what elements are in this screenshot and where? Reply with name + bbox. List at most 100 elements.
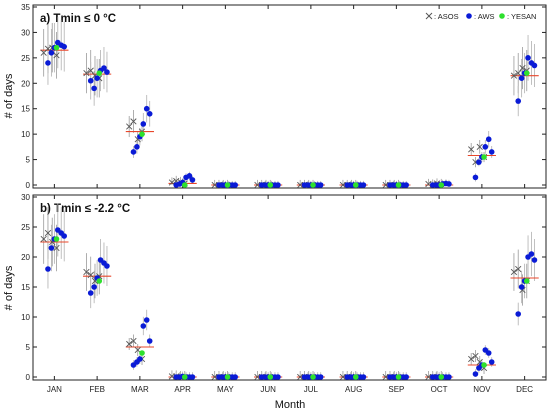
asos-x-stroke	[83, 268, 90, 276]
panel-a-y-tick-label: 15	[21, 105, 30, 114]
panel-a-yesan-point	[310, 182, 316, 188]
panel-b-y-tick-label: 5	[26, 343, 31, 352]
panel-a-yesan-point	[523, 70, 530, 76]
panel-b-aws-point	[104, 263, 110, 269]
month-label-oct: OCT	[431, 385, 448, 394]
panel-b-aws-point	[360, 374, 367, 380]
panel-b-yesan-point	[438, 374, 445, 380]
panel-b-aws-point	[143, 317, 150, 323]
panel-a-yesan-point	[267, 182, 274, 188]
panel-b-y-title: # of days	[3, 265, 15, 310]
legend-aws-label: : AWS	[474, 12, 495, 21]
panel-a-aws-point	[130, 149, 137, 155]
month-label-mar: MAR	[131, 385, 149, 394]
panel-a-aws-point	[482, 144, 489, 150]
panel-a-yesan-point	[96, 70, 103, 76]
panel-a-yesan-point	[181, 182, 188, 188]
panel-b-yesan-point	[395, 374, 402, 380]
panel-b-asos-point	[130, 337, 137, 345]
panel-b-yesan-point	[267, 374, 274, 380]
panel-b-aws-point	[472, 371, 479, 377]
panel-a-aws-point	[275, 182, 281, 188]
panel-a-asos-point	[126, 123, 133, 130]
asos-x-stroke	[510, 268, 518, 276]
asos-x-stroke	[476, 358, 483, 366]
asos-x-stroke	[87, 67, 94, 74]
asos-x-stroke	[134, 346, 141, 354]
month-label-jul: JUL	[304, 385, 319, 394]
legend-asos-label: : ASOS	[434, 12, 459, 21]
panel-b-asos-point	[87, 271, 94, 279]
panel-a-asos-point	[87, 67, 94, 74]
panel-a-aws-point	[232, 182, 239, 188]
panel-a-aws-point	[525, 55, 531, 61]
panel-b-aws-point	[446, 374, 452, 380]
month-label-dec: DEC	[516, 385, 533, 394]
panel-b-aws-point	[140, 323, 147, 329]
panel-b-yesan-point	[224, 374, 231, 380]
month-label-apr: APR	[174, 385, 191, 394]
panel-b-title: b) Tmin ≤ -2.2 °C	[40, 203, 130, 215]
panel-b-asos-point	[472, 352, 479, 360]
panel-a-yesan-point	[352, 182, 359, 188]
panel-b-yesan-point	[523, 278, 530, 284]
panel-a-aws-point	[403, 182, 410, 188]
asos-x-stroke	[168, 179, 176, 186]
panel-a-asos-point	[53, 52, 60, 59]
panel-b-aws-point	[91, 284, 97, 290]
panel-a-y-tick-label: 10	[21, 130, 30, 139]
asos-x-stroke	[40, 235, 47, 243]
asos-x-stroke	[130, 118, 137, 125]
panel-b-yesan-point	[96, 278, 103, 284]
panel-b-aws-point	[87, 290, 94, 296]
panel-b-asos-point	[510, 268, 518, 276]
panel-b-aws-point	[189, 374, 196, 380]
asos-x-stroke	[515, 69, 522, 77]
panel-b-aws-point	[137, 356, 143, 362]
asos-x-stroke	[130, 337, 137, 345]
asos-x-stroke	[472, 352, 479, 360]
panel-b-aws-point	[403, 374, 410, 380]
panel-b-y-tick-label: 25	[21, 223, 30, 232]
panel-a-asos-point	[468, 146, 475, 153]
month-label-nov: NOV	[473, 385, 491, 394]
panel-b-aws-point	[317, 374, 324, 380]
legend-aws-marker-icon	[466, 13, 472, 19]
panel-b-yesan-point	[310, 374, 316, 380]
asos-x-stroke	[515, 265, 522, 273]
panel-b-aws-point	[48, 245, 55, 251]
asos-x-stroke	[510, 72, 518, 79]
panel-a-asos-point	[476, 143, 483, 150]
panel-b-aws-point	[488, 359, 495, 365]
panel-a-asos-point	[130, 118, 137, 125]
panel-a-aws-point	[48, 49, 55, 56]
panel-a-aws-point	[360, 182, 367, 188]
asos-x-stroke	[53, 244, 60, 252]
panel-a-y-tick-label: 0	[26, 181, 31, 190]
asos-x-stroke	[519, 286, 526, 294]
asos-x-stroke	[468, 146, 475, 153]
panel-a-aws-point	[140, 121, 147, 127]
panel-a-aws-point	[485, 136, 492, 143]
month-label-jan: JAN	[47, 385, 62, 394]
panel-a-asos-point	[510, 72, 518, 79]
panel-b-aws-point	[275, 374, 281, 380]
panel-a-aws-point	[143, 105, 150, 112]
legend: : ASOS : AWS : YESAN	[425, 12, 536, 21]
panel-b-y-tick-label: 15	[21, 283, 30, 292]
panel-a-y-tick-label: 25	[21, 54, 30, 63]
panel-b-aws-point	[515, 311, 522, 317]
panel-b-asos-point	[44, 229, 52, 237]
panel-b-y-tick-label: 10	[21, 313, 30, 322]
asos-x-stroke	[53, 52, 60, 59]
asos-x-stroke	[44, 45, 52, 52]
panel-b-yesan-point	[53, 236, 60, 242]
panel-a-yesan-point	[481, 154, 487, 160]
panel-b-aws-point	[45, 266, 51, 272]
panel-a-aws-point	[87, 77, 94, 84]
panel-a-aws-point	[189, 177, 196, 183]
asos-x-stroke	[126, 123, 133, 130]
panel-b-asos-point	[468, 355, 475, 363]
panel-a-title: a) Tmin ≤ 0 °C	[40, 13, 116, 25]
panel-a-y-title: # of days	[3, 73, 15, 118]
